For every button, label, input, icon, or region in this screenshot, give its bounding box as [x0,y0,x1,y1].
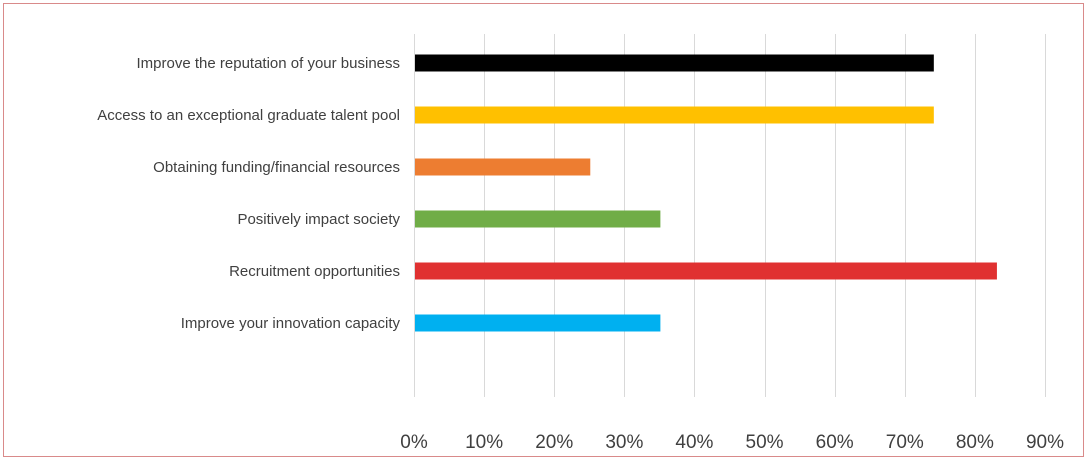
x-tick-label: 70% [886,432,924,453]
bar-layer [415,54,997,332]
x-tick-label: 90% [1026,432,1064,453]
grid-layer [414,34,1046,397]
category-label: Positively impact society [237,211,400,228]
bar [415,262,997,280]
bar [415,106,934,124]
x-tick-label: 80% [956,432,994,453]
category-label: Access to an exceptional graduate talent… [97,107,400,124]
category-label: Improve your innovation capacity [181,315,401,332]
x-tick-label: 20% [535,432,573,453]
bar [415,314,661,332]
category-label: Improve the reputation of your business [137,55,400,72]
category-label: Obtaining funding/financial resources [153,159,400,176]
category-label: Recruitment opportunities [229,263,400,280]
x-axis-tick-labels: 0% 10% 20% 30% 40% 50% 60% 70% 80% 90% [400,432,1064,453]
category-labels: Improve the reputation of your business A… [97,55,400,332]
bar [415,158,591,176]
x-tick-label: 30% [605,432,643,453]
bar [415,210,661,228]
x-tick-label: 10% [465,432,503,453]
chart-frame: Improve the reputation of your business A… [3,3,1084,457]
bar-chart: Improve the reputation of your business A… [97,34,1064,453]
x-tick-label: 50% [746,432,784,453]
bar [415,54,934,72]
x-tick-label: 40% [675,432,713,453]
x-tick-label: 60% [816,432,854,453]
x-tick-label: 0% [400,432,428,453]
